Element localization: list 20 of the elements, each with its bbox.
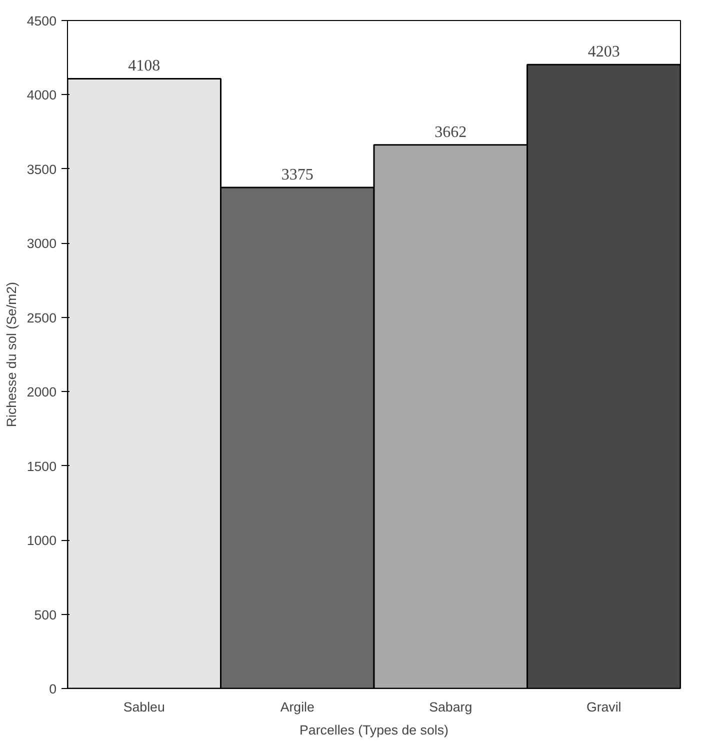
- x-tick-label: Sabarg: [429, 700, 472, 714]
- x-axis-title: Parcelles (Types de sols): [300, 722, 448, 738]
- y-tick-label: 2500: [26, 310, 57, 326]
- y-tick-label: 0: [49, 682, 57, 696]
- data-label: 4108: [128, 58, 160, 75]
- x-tick-label: Argile: [280, 700, 314, 714]
- y-tick-label: 1500: [26, 458, 57, 474]
- x-tick-label: Gravil: [586, 700, 622, 714]
- data-label: 4203: [588, 44, 620, 61]
- y-tick-label: 4500: [26, 14, 57, 28]
- y-tick-label: 1000: [26, 533, 57, 548]
- x-tick-label: Sableu: [123, 700, 165, 714]
- y-axis-title: Richesse du sol (Se/m2): [4, 282, 19, 428]
- y-tick-label: 3500: [26, 162, 57, 177]
- data-label: 3662: [434, 124, 467, 141]
- data-label: 3375: [281, 166, 314, 184]
- y-tick-label: 2000: [26, 384, 57, 400]
- y-tick-label: 500: [34, 607, 57, 622]
- y-tick-label: 4000: [26, 88, 57, 103]
- y-tick-label: 3000: [26, 236, 57, 252]
